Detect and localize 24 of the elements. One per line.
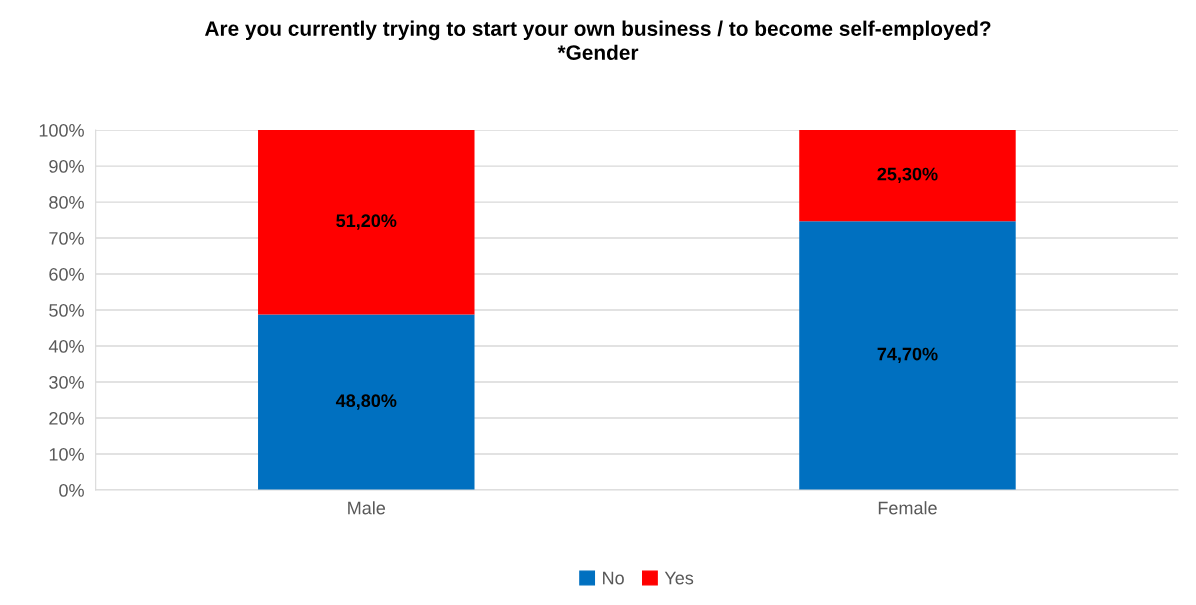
y-tick-label: 20%: [49, 411, 84, 425]
y-tick-label: 0%: [59, 483, 84, 497]
legend-label: No: [603, 571, 624, 585]
y-tick-label: 40%: [48, 339, 84, 353]
y-tick-label: 50%: [49, 304, 84, 317]
bar: [258, 314, 475, 491]
y-tick-label: 30%: [49, 375, 84, 389]
chart-title: Are you currently trying to start your own business / to become self-employed? *Gender: [204, 20, 991, 60]
data-label: 74,70%: [877, 347, 938, 364]
bar: [799, 130, 1016, 222]
bar: [799, 221, 1016, 491]
x-tick-label: Female: [878, 501, 937, 515]
y-tick-label: 70%: [49, 232, 84, 245]
data-label: 51,20%: [336, 214, 397, 230]
y-tick-label: 100%: [39, 124, 84, 137]
y-tick-label: 90%: [49, 160, 84, 173]
y-tick-label: 10%: [49, 447, 84, 461]
y-tick-label: 80%: [49, 196, 84, 209]
bar: [258, 130, 475, 315]
data-label: 25,30%: [877, 167, 938, 184]
data-label: 48,80%: [335, 394, 397, 410]
y-tick-label: 60%: [49, 268, 84, 281]
x-tick-label: Male: [348, 501, 386, 515]
legend-label: Yes: [664, 571, 694, 585]
